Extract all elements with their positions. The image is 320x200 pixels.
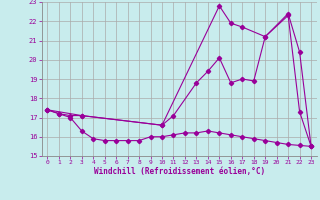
X-axis label: Windchill (Refroidissement éolien,°C): Windchill (Refroidissement éolien,°C) xyxy=(94,167,265,176)
